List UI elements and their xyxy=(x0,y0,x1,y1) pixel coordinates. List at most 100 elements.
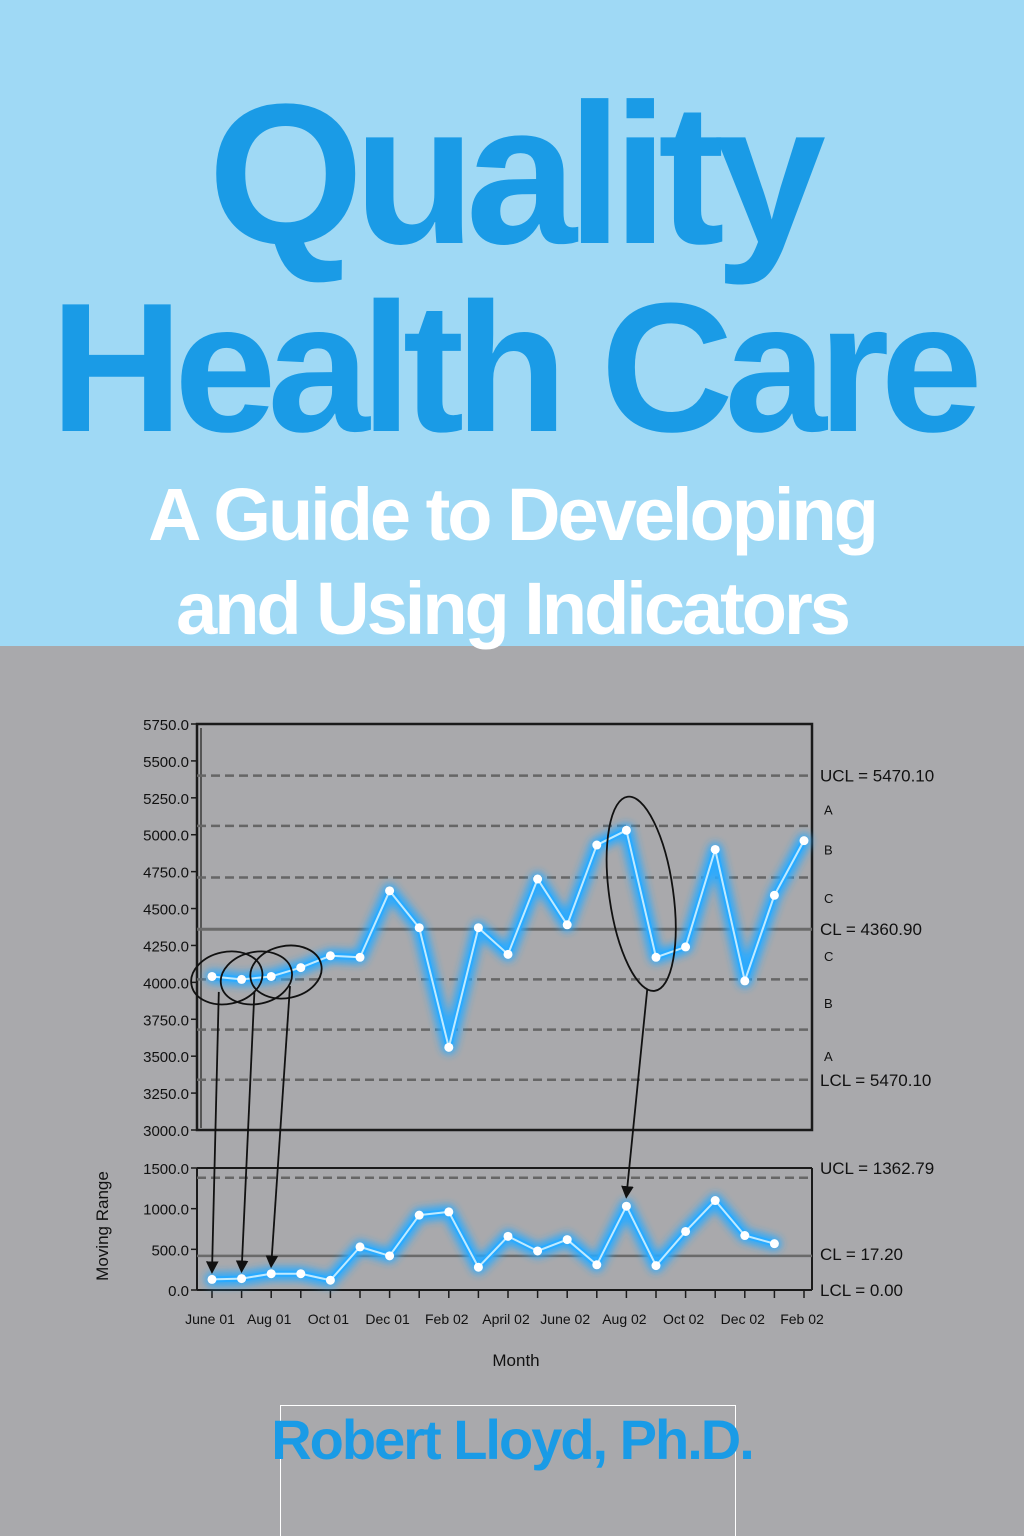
mr-series-point xyxy=(769,1239,779,1249)
main-series-point xyxy=(385,886,395,896)
annotation-ellipse xyxy=(219,950,293,1006)
x-tick-label: April 02 xyxy=(482,1311,530,1327)
x-tick-label: Feb 02 xyxy=(425,1311,469,1327)
bottom-panel xyxy=(0,646,1024,1536)
mr-series-point xyxy=(592,1260,602,1270)
mr-series-point xyxy=(207,1274,217,1284)
mr-ucl-label: UCL = 1362.79 xyxy=(820,1159,934,1178)
lcl-label: LCL = 5470.10 xyxy=(820,1071,931,1090)
title-line-2: Health Care xyxy=(50,264,983,470)
zone-label: C xyxy=(824,891,833,906)
main-y-tick-label: 3750.0 xyxy=(143,1012,189,1029)
main-y-tick-label: 4250.0 xyxy=(143,938,189,955)
main-series-point xyxy=(651,952,661,962)
zone-label: B xyxy=(824,996,833,1011)
main-y-tick-label: 3500.0 xyxy=(143,1049,189,1066)
annotation-arrow xyxy=(621,989,649,1199)
mr-series-point xyxy=(503,1231,513,1241)
main-y-tick-label: 4750.0 xyxy=(143,865,189,882)
mr-cl-label: CL = 17.20 xyxy=(820,1245,903,1264)
main-series-point xyxy=(207,971,217,981)
mr-series-point xyxy=(710,1196,720,1206)
main-series-point xyxy=(325,951,335,961)
main-series-point xyxy=(621,825,631,835)
zone-label: B xyxy=(824,842,833,857)
main-y-tick-label: 3250.0 xyxy=(143,1086,189,1103)
subtitle-line-1: A Guide to Developing xyxy=(148,473,879,556)
mr-series-point xyxy=(266,1269,276,1279)
subtitle-line-2: and Using Indicators xyxy=(176,567,851,650)
main-y-tick-label: 3000.0 xyxy=(143,1123,189,1140)
mr-series-point xyxy=(444,1207,454,1217)
main-series-point xyxy=(562,920,572,930)
annotation-arrow xyxy=(205,991,220,1274)
mr-series-core xyxy=(211,1199,776,1282)
main-series-point xyxy=(799,836,809,846)
x-tick-label: June 02 xyxy=(540,1311,590,1327)
x-tick-label: Oct 02 xyxy=(663,1311,704,1327)
mr-series-point xyxy=(473,1262,483,1272)
main-y-tick-label: 5750.0 xyxy=(143,717,189,734)
x-axis-title: Month xyxy=(492,1351,539,1370)
mr-y-tick-label: 0.0 xyxy=(168,1283,189,1300)
main-series-point xyxy=(414,923,424,933)
author-box xyxy=(280,1405,736,1536)
mr-y-tick-label: 1500.0 xyxy=(143,1161,189,1178)
main-series-point xyxy=(592,840,602,850)
main-series-point xyxy=(473,923,483,933)
x-tick-label: Oct 01 xyxy=(308,1311,349,1327)
zone-label: A xyxy=(824,803,833,818)
mr-series-point xyxy=(562,1235,572,1245)
x-tick-label: Dec 02 xyxy=(721,1311,766,1327)
ucl-label: UCL = 5470.10 xyxy=(820,767,934,786)
main-series-point xyxy=(355,952,365,962)
x-tick-label: Aug 02 xyxy=(602,1311,647,1327)
main-series-point xyxy=(740,976,750,986)
mr-series-point xyxy=(325,1275,335,1285)
zone-label: A xyxy=(824,1049,833,1064)
mr-series-glow xyxy=(205,1193,782,1288)
mr-series-point xyxy=(740,1231,750,1241)
annotation-ellipse xyxy=(190,950,264,1006)
mr-y-axis-title: Moving Range xyxy=(93,1171,112,1281)
main-y-tick-label: 5000.0 xyxy=(143,828,189,845)
x-tick-label: Feb 02 xyxy=(780,1311,824,1327)
x-tick-label: Dec 01 xyxy=(365,1311,410,1327)
mr-series-point xyxy=(533,1246,543,1256)
main-series-point xyxy=(503,949,513,959)
cl-label: CL = 4360.90 xyxy=(820,920,922,939)
zone-label: C xyxy=(824,949,833,964)
annotation-ellipse xyxy=(249,944,323,1000)
annotation-ellipse xyxy=(605,795,677,992)
annotation-arrow xyxy=(265,985,291,1269)
main-series-point xyxy=(444,1042,454,1052)
main-series-point xyxy=(710,844,720,854)
main-series-point xyxy=(769,890,779,900)
mr-series-point xyxy=(355,1242,365,1252)
mr-series-point xyxy=(681,1226,691,1236)
main-series-point xyxy=(237,974,247,984)
mr-series-point xyxy=(621,1201,631,1211)
top-panel xyxy=(0,0,1024,646)
main-y-tick-label: 4000.0 xyxy=(143,975,189,992)
mr-series-point xyxy=(651,1261,661,1271)
mr-y-tick-label: 1000.0 xyxy=(143,1202,189,1219)
main-series-point xyxy=(681,942,691,952)
main-series-point xyxy=(296,963,306,973)
main-y-tick-label: 5500.0 xyxy=(143,754,189,771)
x-tick-label: Aug 01 xyxy=(247,1311,292,1327)
annotation-arrow xyxy=(235,991,256,1274)
mr-y-tick-label: 500.0 xyxy=(151,1242,189,1259)
mr-series-point xyxy=(237,1274,247,1284)
main-y-tick-label: 4500.0 xyxy=(143,902,189,919)
title-line-1: Quality xyxy=(208,63,826,286)
x-tick-label: June 01 xyxy=(185,1311,235,1327)
main-series-point xyxy=(533,874,543,884)
mr-series-point xyxy=(296,1269,306,1279)
main-series-point xyxy=(266,971,276,981)
mr-series-point xyxy=(414,1210,424,1220)
mr-series-point xyxy=(385,1251,395,1261)
mr-lcl-label: LCL = 0.00 xyxy=(820,1281,903,1300)
